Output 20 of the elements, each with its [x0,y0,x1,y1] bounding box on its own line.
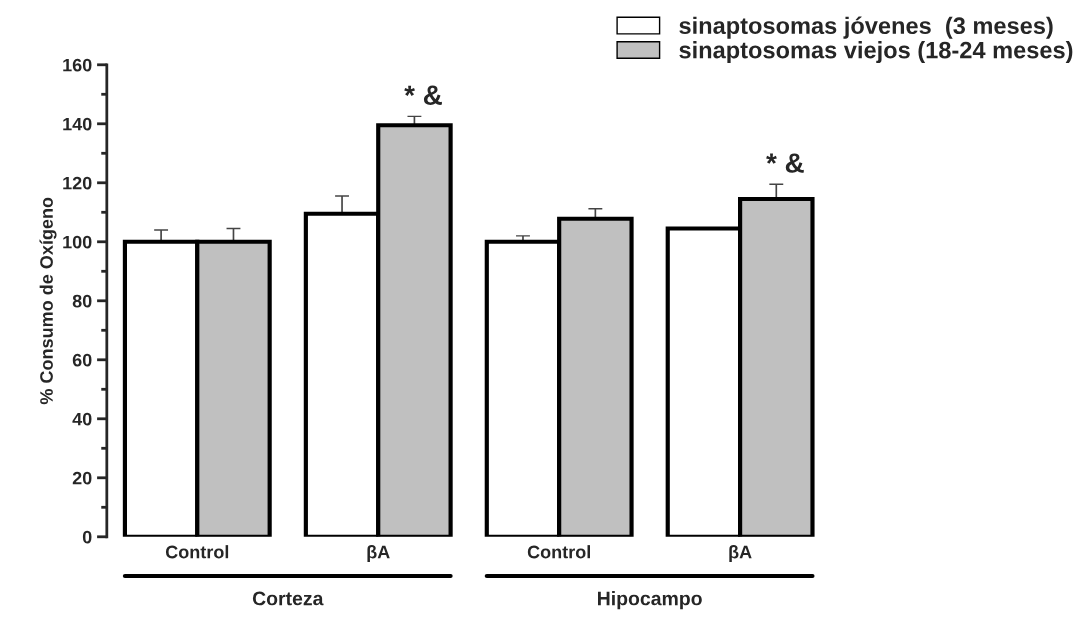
text: Corteza [252,591,324,606]
x-tick-label: βA [367,545,390,562]
y-tick-label: 160 [63,58,92,72]
y-tick-label: 60 [72,353,92,367]
y-tick-label: 0 [82,530,92,544]
y-tick-label: 20 [72,471,92,485]
x-tick-label: βA [729,545,752,562]
x-tick-label: Control [527,545,590,559]
text: Hipocampo [598,591,702,610]
y-axis-title: % Consumo de Oxígeno [39,197,57,405]
legend-label: sinaptosomas viejos (18-24 meses) [679,41,1073,64]
y-tick-label: 140 [63,117,92,131]
y-tick-label: 80 [72,294,92,308]
data-label: * & [404,85,442,106]
y-tick-label: 40 [72,412,92,426]
data-label: * & [766,153,804,173]
y-tick-label: 120 [63,176,92,190]
legend-label: sinaptosomas jóvenes (3 meses) [679,16,1053,39]
y-tick-label: 100 [63,235,92,249]
x-tick-label: Control [165,545,229,559]
